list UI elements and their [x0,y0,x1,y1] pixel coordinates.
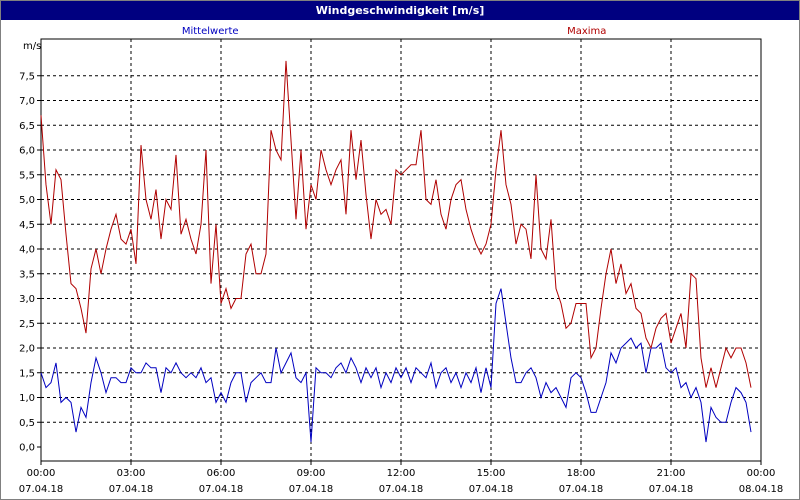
x-tick-date: 07.04.18 [559,484,604,495]
y-tick-label: 0,5 [19,418,35,429]
x-tick-time: 00:00 [747,468,776,479]
x-tick-time: 00:00 [27,468,56,479]
wind-speed-chart: 0,0 0,5 1,0 1,5 2,0 2,5 3,0 3,5 4,0 4,5 5,0 5,5 6,0 6… [19,26,784,495]
x-tick-date: 07.04.18 [379,484,424,495]
y-tick-label: 2,0 [19,344,35,355]
y-tick-label: 5,5 [19,170,35,181]
y-axis-label: m/s [23,41,41,52]
y-tick-label: 7,5 [19,71,35,82]
x-tick-date: 07.04.18 [19,484,64,495]
series-line-mittelwerte [40,288,752,443]
y-tick-label: 3,0 [19,294,35,305]
legend: Mittelwerte Maxima [182,26,607,37]
y-tick-label: 5,0 [19,195,35,206]
x-tick-time: 12:00 [387,468,416,479]
y-axis-ticks: 0,0 0,5 1,0 1,5 2,0 2,5 3,0 3,5 4,0 4,5 5,0 5,5 6,0 6… [19,71,41,454]
y-tick-label: 6,0 [19,146,35,157]
y-tick-label: 4,0 [19,245,35,256]
x-tick-date: 08.04.18 [739,484,784,495]
y-tick-label: 1,5 [19,368,35,379]
x-tick-date: 07.04.18 [289,484,334,495]
x-tick-time: 09:00 [297,468,326,479]
x-axis-ticks: 00:00 07.04.18 03:00 07.04.18 06:00 07.04.18 0… [19,461,784,495]
x-tick-date: 07.04.18 [199,484,244,495]
x-tick-date: 07.04.18 [649,484,694,495]
series-lines [40,60,752,443]
series-line-maxima [40,60,752,388]
y-tick-label: 7,0 [19,96,35,107]
x-tick-time: 18:00 [567,468,596,479]
window-title: Windgeschwindigkeit [m/s] [1,1,799,20]
x-tick-time: 06:00 [207,468,236,479]
y-tick-label: 6,5 [19,121,35,132]
y-tick-label: 3,5 [19,269,35,280]
legend-entry-mittelwerte: Mittelwerte [182,26,239,37]
x-tick-time: 21:00 [657,468,686,479]
x-tick-date: 07.04.18 [109,484,154,495]
y-tick-label: 2,5 [19,319,35,330]
x-tick-time: 15:00 [477,468,506,479]
x-tick-date: 07.04.18 [469,484,514,495]
y-tick-label: 1,0 [19,393,35,404]
x-tick-time: 03:00 [117,468,146,479]
y-tick-label: 0,0 [19,443,35,454]
y-tick-label: 4,5 [19,220,35,231]
legend-entry-maxima: Maxima [567,26,606,37]
